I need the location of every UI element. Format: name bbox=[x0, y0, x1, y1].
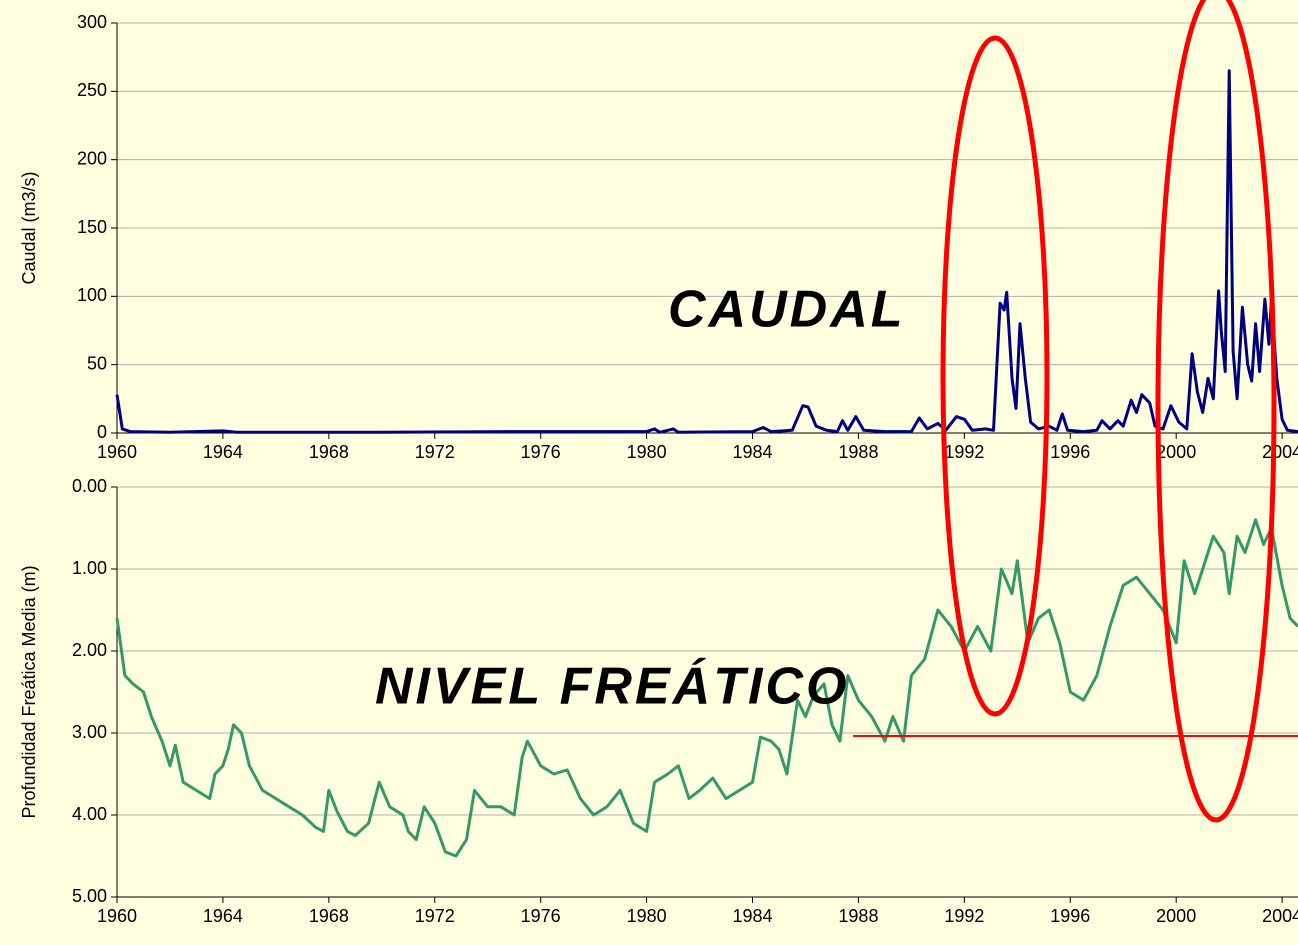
y-tick-label: 2.00 bbox=[72, 640, 107, 660]
y-tick-label: 150 bbox=[77, 217, 107, 237]
x-tick-label: 1976 bbox=[521, 906, 561, 926]
y-axis-label: Profundidad Freática Media (m) bbox=[19, 565, 39, 818]
x-tick-label: 2004 bbox=[1262, 906, 1298, 926]
x-tick-label: 1960 bbox=[97, 906, 137, 926]
x-tick-label: 1972 bbox=[415, 906, 455, 926]
x-tick-label: 1980 bbox=[627, 906, 667, 926]
x-tick-label: 1988 bbox=[838, 906, 878, 926]
annotation: NIVEL FREÁTICO bbox=[375, 658, 849, 716]
highlight-ellipse bbox=[1155, 0, 1277, 823]
y-tick-label: 250 bbox=[77, 80, 107, 100]
y-tick-label: 0 bbox=[97, 422, 107, 442]
x-tick-label: 1980 bbox=[627, 442, 667, 462]
y-tick-label: 100 bbox=[77, 285, 107, 305]
data-line bbox=[115, 69, 1298, 434]
y-tick-label: 50 bbox=[87, 353, 107, 373]
y-tick-label: 1.00 bbox=[72, 558, 107, 578]
x-tick-label: 1984 bbox=[732, 442, 772, 462]
x-tick-label: 2004 bbox=[1262, 442, 1298, 462]
x-tick-label: 1960 bbox=[97, 442, 137, 462]
y-tick-label: 4.00 bbox=[72, 804, 107, 824]
data-line bbox=[115, 518, 1298, 858]
y-tick-label: 5.00 bbox=[72, 886, 107, 906]
y-axis-label: Caudal (m3/s) bbox=[19, 171, 39, 284]
x-tick-label: 1976 bbox=[521, 442, 561, 462]
x-tick-label: 1964 bbox=[203, 442, 243, 462]
annotation: CAUDAL bbox=[668, 281, 906, 339]
x-tick-label: 1964 bbox=[203, 906, 243, 926]
y-tick-label: 0.00 bbox=[72, 476, 107, 496]
x-tick-label: 1984 bbox=[732, 906, 772, 926]
y-tick-label: 3.00 bbox=[72, 722, 107, 742]
x-tick-label: 2000 bbox=[1156, 442, 1196, 462]
y-tick-label: 200 bbox=[77, 148, 107, 168]
x-tick-label: 1992 bbox=[944, 442, 984, 462]
x-tick-label: 1988 bbox=[838, 442, 878, 462]
x-tick-label: 2000 bbox=[1156, 906, 1196, 926]
y-tick-label: 300 bbox=[77, 12, 107, 32]
x-tick-label: 1996 bbox=[1050, 442, 1090, 462]
x-tick-label: 1992 bbox=[944, 906, 984, 926]
highlight-ellipse bbox=[940, 35, 1050, 717]
x-tick-label: 1968 bbox=[309, 906, 349, 926]
x-tick-label: 1968 bbox=[309, 442, 349, 462]
x-tick-label: 1996 bbox=[1050, 906, 1090, 926]
x-tick-label: 1972 bbox=[415, 442, 455, 462]
